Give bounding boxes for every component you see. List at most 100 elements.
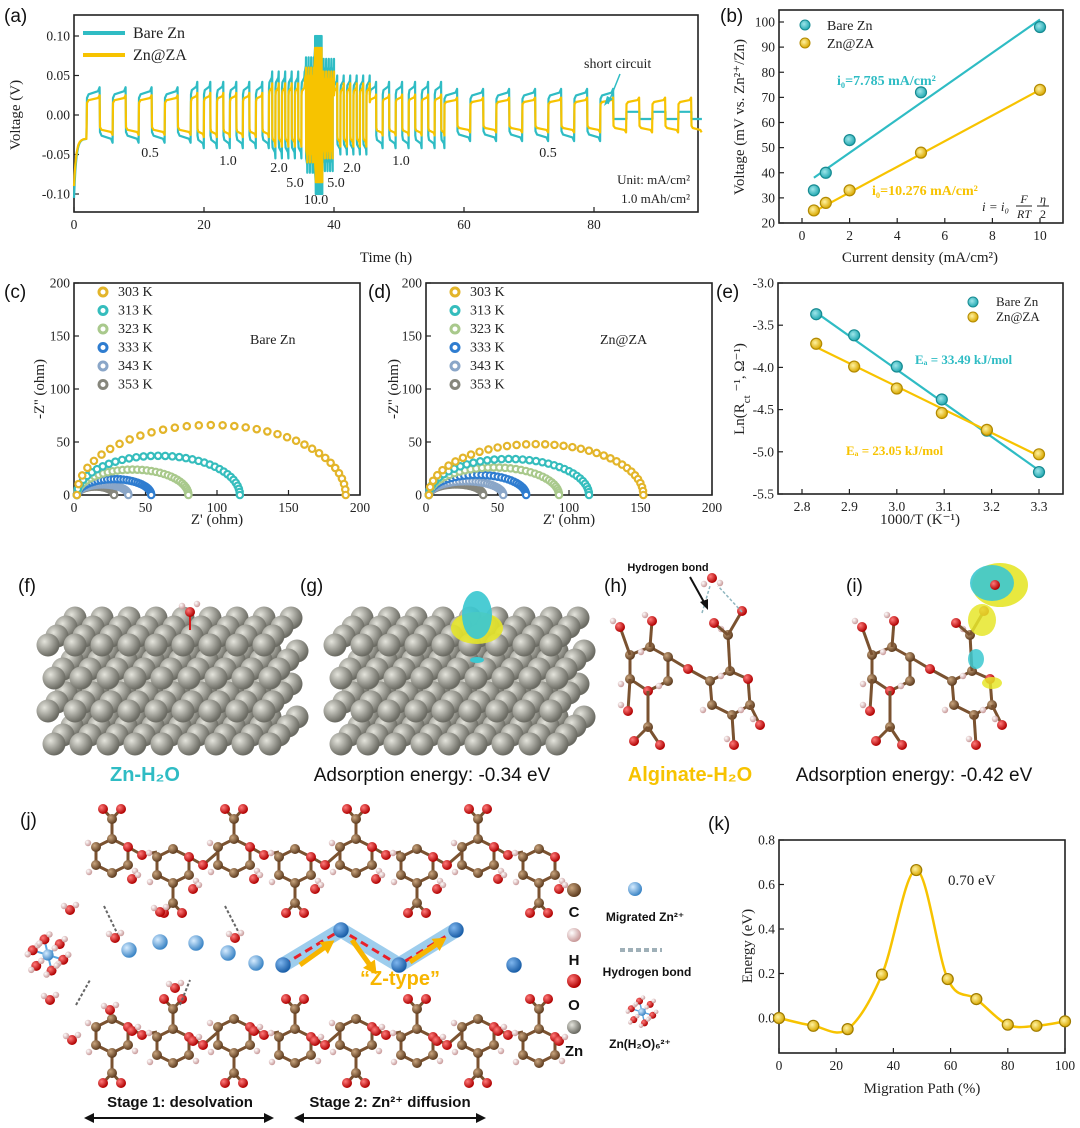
- carbon-atom: [229, 868, 239, 878]
- oxygen-atom: [403, 994, 413, 1004]
- carbon-atom: [457, 1022, 467, 1032]
- a-rate-label: 0.5: [539, 146, 557, 161]
- d-legend-label: 353 K: [470, 378, 505, 393]
- hydrogen-atom: [497, 1047, 505, 1055]
- carbon-atom: [351, 814, 361, 824]
- a-capacity-label: 1.0 mAh/cm²: [621, 191, 690, 206]
- panel-label-c: (c): [4, 282, 26, 303]
- d-inset-label: Zn@ZA: [600, 333, 648, 348]
- carbon-atom: [550, 1050, 560, 1060]
- c-y-tick-label: 200: [50, 276, 71, 291]
- hydrogen-atom: [177, 979, 185, 987]
- zinc-atom: [545, 732, 569, 756]
- c-point-303K: [291, 436, 301, 446]
- hydrogen-atom: [84, 1019, 92, 1027]
- carbon-atom: [705, 676, 715, 686]
- d-x-tick-label: 0: [423, 500, 430, 515]
- b-y-title: Voltage (mV vs. Zn²⁺/Zn): [732, 39, 748, 195]
- carbon-atom: [396, 1050, 406, 1060]
- a-y-tick-label: -0.10: [42, 187, 70, 202]
- hydrogen-atom: [85, 868, 93, 876]
- zinc-atom: [323, 699, 347, 723]
- oxygen-atom: [482, 1078, 492, 1088]
- c-point-313K: [160, 451, 170, 461]
- charge-accumulation-isosurface: [968, 604, 996, 636]
- zinc-atom: [545, 666, 569, 690]
- oxygen-atom: [990, 580, 1000, 590]
- zinc-atom: [252, 633, 276, 657]
- k-x-tick-label: 40: [887, 1058, 901, 1073]
- formula-den1: RT: [1016, 207, 1032, 221]
- d-x-title: Z' (ohm): [543, 512, 595, 528]
- zinc-atom: [404, 699, 428, 723]
- k-y-title: Energy (eV): [740, 909, 756, 983]
- oxygen-atom: [647, 616, 657, 626]
- carbon-atom: [457, 1040, 467, 1050]
- b-bare-i0: i₀=7.785 mA/cm²: [837, 74, 936, 89]
- b-point-bare-zn: [843, 133, 856, 147]
- hydrogen-atom: [700, 580, 708, 588]
- oxygen-atom: [238, 804, 248, 814]
- b-plot-frame: [778, 9, 1064, 224]
- oxygen-atom: [137, 850, 147, 860]
- carbon-atom: [168, 1004, 178, 1014]
- carbon-atom: [306, 1050, 316, 1060]
- c-y-title: -Z'' (ohm): [32, 359, 48, 419]
- oxygen-atom: [629, 736, 639, 746]
- hydrogen-atom: [641, 611, 649, 619]
- b-y-tick-label: 100: [755, 15, 776, 30]
- zinc-atom: [356, 666, 380, 690]
- zinc-atom: [356, 732, 380, 756]
- a-x-tick-label: 80: [587, 217, 601, 232]
- e-point-zn-za: [980, 423, 993, 436]
- carbon-atom: [213, 1022, 223, 1032]
- bond: [626, 678, 632, 712]
- carbon-atom: [229, 814, 239, 824]
- k-point: [807, 1019, 820, 1032]
- hydrogen-atom: [195, 881, 203, 889]
- zn-ion: [152, 934, 168, 950]
- c-legend-marker: [97, 360, 109, 372]
- k-point: [875, 968, 889, 981]
- d-point-303K: [451, 457, 460, 466]
- c-point-303K: [74, 479, 83, 489]
- oxygen-atom: [729, 740, 739, 750]
- oxygen-atom: [306, 852, 316, 862]
- hydrogen-atom: [162, 903, 170, 911]
- zinc-atom: [36, 699, 60, 723]
- hydrogen-atom: [72, 901, 80, 909]
- oxygen-atom: [381, 850, 391, 860]
- hydrogen-atom: [628, 1020, 633, 1025]
- hydrogen-atom: [511, 849, 519, 857]
- zinc-atom: [383, 666, 407, 690]
- b-x-tick-label: 0: [799, 228, 806, 243]
- hydrogen-atom: [36, 940, 43, 947]
- d-legend-label: 303 K: [470, 285, 505, 300]
- panel-label-i: (i): [846, 576, 863, 597]
- hydrogen-atom: [100, 1002, 108, 1010]
- hydrogen-atom: [617, 680, 625, 688]
- a-y-tick-label: 0.05: [46, 68, 70, 83]
- hydrogen-atom: [268, 878, 276, 886]
- hydrogen-atom: [51, 944, 58, 952]
- legend-migrated-zn-ball: [628, 882, 642, 896]
- carbon-atom: [473, 1068, 483, 1078]
- oxygen-atom: [98, 1078, 108, 1088]
- oxygen-atom: [543, 908, 553, 918]
- carbon-atom: [290, 1058, 300, 1068]
- hydrogen-atom: [558, 1057, 566, 1065]
- oxygen-atom: [238, 1078, 248, 1088]
- stage2-arrow: [294, 1113, 486, 1123]
- e-point-zn-za: [810, 337, 823, 350]
- oxygen-atom: [170, 983, 180, 993]
- b-point-zn-za: [819, 196, 832, 209]
- j-legend: C H O Zn Migrated Zn²⁺ Hydrogen bond Zn(…: [565, 882, 691, 1060]
- oxygen-atom: [503, 1030, 513, 1040]
- oxygen-atom: [743, 674, 753, 684]
- b-x-title: Current density (mA/cm²): [842, 250, 998, 266]
- d-legend: 303 K 313 K 323 K 333 K 343 K 353 K: [449, 285, 505, 393]
- zinc-atom: [171, 699, 195, 723]
- charge-depletion-isosurface: [968, 649, 984, 669]
- c-point-303K: [147, 428, 156, 437]
- zn-ion: [333, 922, 349, 938]
